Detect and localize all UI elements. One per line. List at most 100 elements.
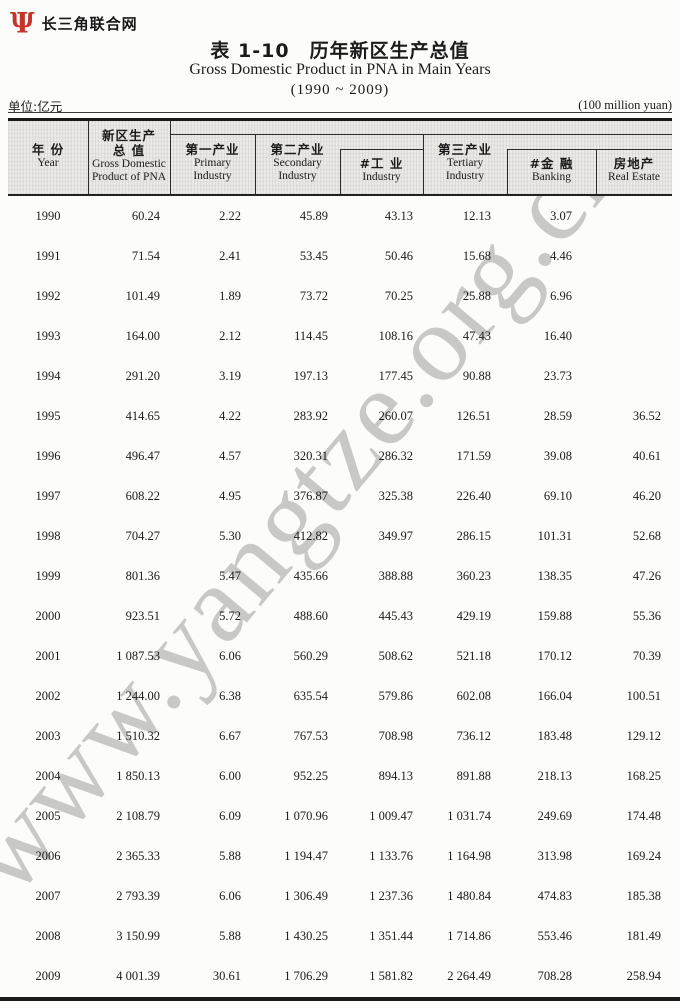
value-cell: 226.40 xyxy=(456,488,491,503)
value-cell: 260.07 xyxy=(378,408,413,423)
year-cell: 1993 xyxy=(35,328,61,343)
value-cell: 12.13 xyxy=(462,208,491,223)
value-cell: 6.38 xyxy=(219,689,241,704)
header-secondary-cn: 第二产业 xyxy=(270,141,325,157)
value-cell: 25.88 xyxy=(462,288,491,303)
header-secondary-en1: Secondary xyxy=(273,156,322,169)
value-cell: 736.12 xyxy=(456,729,491,744)
value-cell: 197.13 xyxy=(293,368,328,383)
value-cell: 412.82 xyxy=(293,528,328,543)
value-cell: 126.51 xyxy=(456,408,491,423)
value-cell: 325.38 xyxy=(378,488,413,503)
value-cell: 708.98 xyxy=(378,729,413,744)
table-row: 2003 1 510.32 6.67 767.53 708.98 736.12 183.48… xyxy=(8,717,674,757)
table-header: 年 份 Year 新区生产 总 值 Gross Domestic Product… xyxy=(8,121,672,196)
value-cell: 320.31 xyxy=(293,448,328,463)
value-cell: 891.88 xyxy=(456,769,491,784)
table-row: 1996 496.47 4.57 320.31 286.32 171.59 39.08 40.… xyxy=(8,436,674,476)
value-cell: 560.29 xyxy=(293,649,328,664)
year-cell: 2003 xyxy=(35,729,61,744)
table-row: 2008 3 150.99 5.88 1 430.25 1 351.44 1 714.86… xyxy=(8,917,674,957)
value-cell: 5.47 xyxy=(219,568,241,583)
header-group-line xyxy=(170,134,672,135)
value-cell: 6.96 xyxy=(550,288,572,303)
value-cell: 168.25 xyxy=(626,769,661,784)
value-cell: 177.45 xyxy=(378,368,413,383)
year-cell: 2009 xyxy=(35,969,61,984)
value-cell: 1 581.82 xyxy=(369,969,413,984)
value-cell: 69.10 xyxy=(543,488,572,503)
value-cell: 1 009.47 xyxy=(369,809,413,824)
value-cell: 45.89 xyxy=(299,208,328,223)
value-cell: 16.40 xyxy=(543,328,572,343)
header-gdp-en2: Product of PNA xyxy=(91,171,167,183)
value-cell: 5.72 xyxy=(219,608,241,623)
value-cell: 30.61 xyxy=(212,969,241,984)
value-cell: 43.13 xyxy=(384,208,413,223)
value-cell: 508.62 xyxy=(378,649,413,664)
table-row: 2000 923.51 5.72 488.60 445.43 429.19 159.88 55… xyxy=(8,596,674,636)
year-cell: 2000 xyxy=(35,608,61,623)
year-cell: 2006 xyxy=(35,849,61,864)
value-cell: 1 714.86 xyxy=(447,929,491,944)
header-divider xyxy=(596,149,597,194)
thick-rule xyxy=(8,118,672,121)
table-row: 1990 60.24 2.22 45.89 43.13 12.13 3.07 xyxy=(8,196,674,236)
value-cell: 6.06 xyxy=(219,889,241,904)
value-cell: 5.88 xyxy=(219,929,241,944)
value-cell: 1 244.00 xyxy=(116,689,160,704)
table-row: 2002 1 244.00 6.38 635.54 579.86 602.08 166.04… xyxy=(8,677,674,717)
value-cell: 1 133.76 xyxy=(369,849,413,864)
value-cell: 1 306.49 xyxy=(284,889,328,904)
header-divider xyxy=(170,121,171,194)
year-cell: 2002 xyxy=(35,689,61,704)
value-cell: 23.73 xyxy=(543,368,572,383)
value-cell: 1 194.47 xyxy=(284,849,328,864)
table-bottom-rule xyxy=(0,997,680,1001)
value-cell: 1 164.98 xyxy=(447,849,491,864)
year-cell: 2001 xyxy=(35,649,61,664)
value-cell: 4 001.39 xyxy=(116,969,160,984)
table-row: 2009 4 001.39 30.61 1 706.29 1 581.82 2 264.4… xyxy=(8,957,674,997)
value-cell: 2 108.79 xyxy=(116,809,160,824)
header-primary-en1: Primary xyxy=(193,156,232,169)
header-banking-cn: #金 融 xyxy=(529,155,574,171)
value-cell: 445.43 xyxy=(378,608,413,623)
table-row: 2006 2 365.33 5.88 1 194.47 1 133.76 1 164.98… xyxy=(8,837,674,877)
header-primary-cn: 第一产业 xyxy=(185,141,240,157)
value-cell: 171.59 xyxy=(456,448,491,463)
year-cell: 2004 xyxy=(35,769,61,784)
site-logo: Ψ 长三角联合网 xyxy=(10,9,138,37)
value-cell: 767.53 xyxy=(293,729,328,744)
value-cell: 376.87 xyxy=(293,488,328,503)
value-cell: 15.68 xyxy=(462,248,491,263)
year-cell: 1992 xyxy=(35,288,61,303)
value-cell: 100.51 xyxy=(626,689,661,704)
value-cell: 474.83 xyxy=(537,889,572,904)
header-cell-tertiary: 第三产业 Tertiary Industry xyxy=(423,134,507,191)
table-row: 1997 608.22 4.95 376.87 325.38 226.40 69.10 46.… xyxy=(8,476,674,516)
value-cell: 5.88 xyxy=(219,849,241,864)
header-tertiary-cn: 第三产业 xyxy=(437,141,492,157)
value-cell: 6.06 xyxy=(219,649,241,664)
table-row: 2005 2 108.79 6.09 1 070.96 1 009.47 1 031.74… xyxy=(8,797,674,837)
value-cell: 47.26 xyxy=(632,568,661,583)
value-cell: 71.54 xyxy=(131,248,160,263)
value-cell: 55.36 xyxy=(632,608,661,623)
value-cell: 4.46 xyxy=(550,248,572,263)
header-cell-realestate: 房地产 Real Estate xyxy=(596,149,672,191)
value-cell: 108.16 xyxy=(378,328,413,343)
value-cell: 1 351.44 xyxy=(369,929,413,944)
value-cell: 138.35 xyxy=(537,568,572,583)
year-cell: 1997 xyxy=(35,488,61,503)
value-cell: 70.39 xyxy=(632,649,661,664)
value-cell: 1.89 xyxy=(219,288,241,303)
header-subgroup-line xyxy=(507,149,672,150)
value-cell: 60.24 xyxy=(131,208,160,223)
value-cell: 1 706.29 xyxy=(284,969,328,984)
value-cell: 414.65 xyxy=(125,408,160,423)
header-industry-cn: #工 业 xyxy=(359,155,404,171)
value-cell: 47.43 xyxy=(462,328,491,343)
header-gdp-cn2: 总 值 xyxy=(112,142,146,158)
